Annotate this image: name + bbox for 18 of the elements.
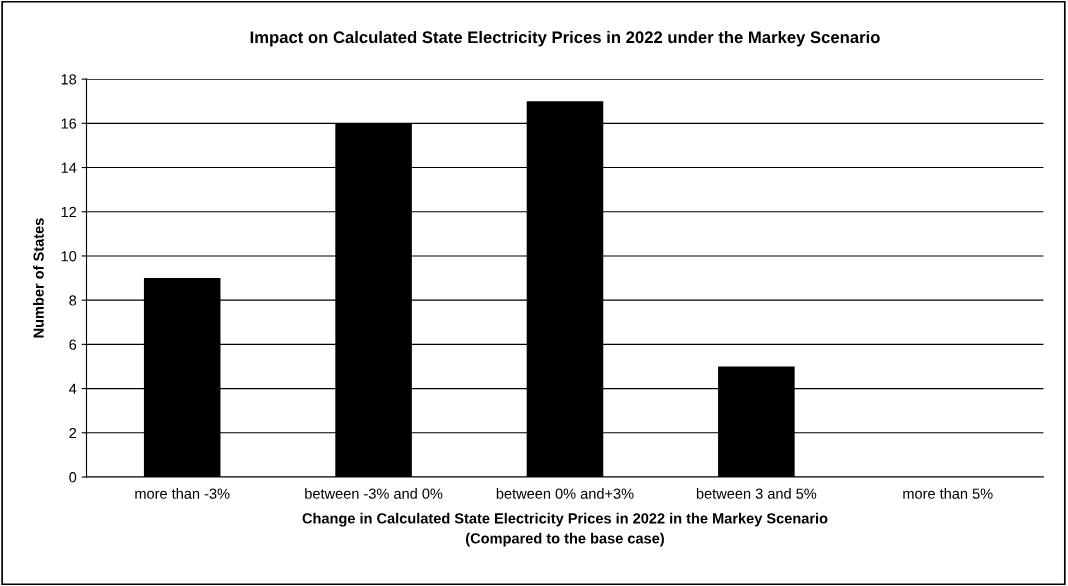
x-tick-label: more than -3% bbox=[135, 488, 230, 499]
y-tick-label: 14 bbox=[61, 162, 77, 173]
y-tick-label: 8 bbox=[69, 295, 77, 306]
x-axis-title: Change in Calculated State Electricity Prices in 2022 in the Markey Scenario (Compared to the base case) bbox=[302, 512, 828, 547]
y-tick-label: 16 bbox=[61, 118, 77, 129]
x-tick-label: between 3 and 5% bbox=[696, 488, 817, 499]
y-tick-label: 6 bbox=[69, 339, 77, 350]
x-tick-label: more than 5% bbox=[903, 488, 993, 499]
y-axis-title: Number of States bbox=[33, 218, 44, 338]
y-tick-label: 2 bbox=[69, 427, 77, 439]
y-tick-label: 10 bbox=[61, 251, 77, 262]
x-tick-label: between -3% and 0% bbox=[305, 488, 443, 499]
y-tick-label: 12 bbox=[61, 206, 77, 218]
chart-title: Impact on Calculated State Electricity Prices in 2022 under the Markey Scenario bbox=[250, 30, 880, 47]
y-tick-label: 4 bbox=[69, 383, 77, 394]
y-tick-label: 0 bbox=[69, 472, 77, 483]
y-tick-label: 18 bbox=[61, 74, 77, 85]
x-tick-label: between 0% and+3% bbox=[496, 488, 634, 499]
